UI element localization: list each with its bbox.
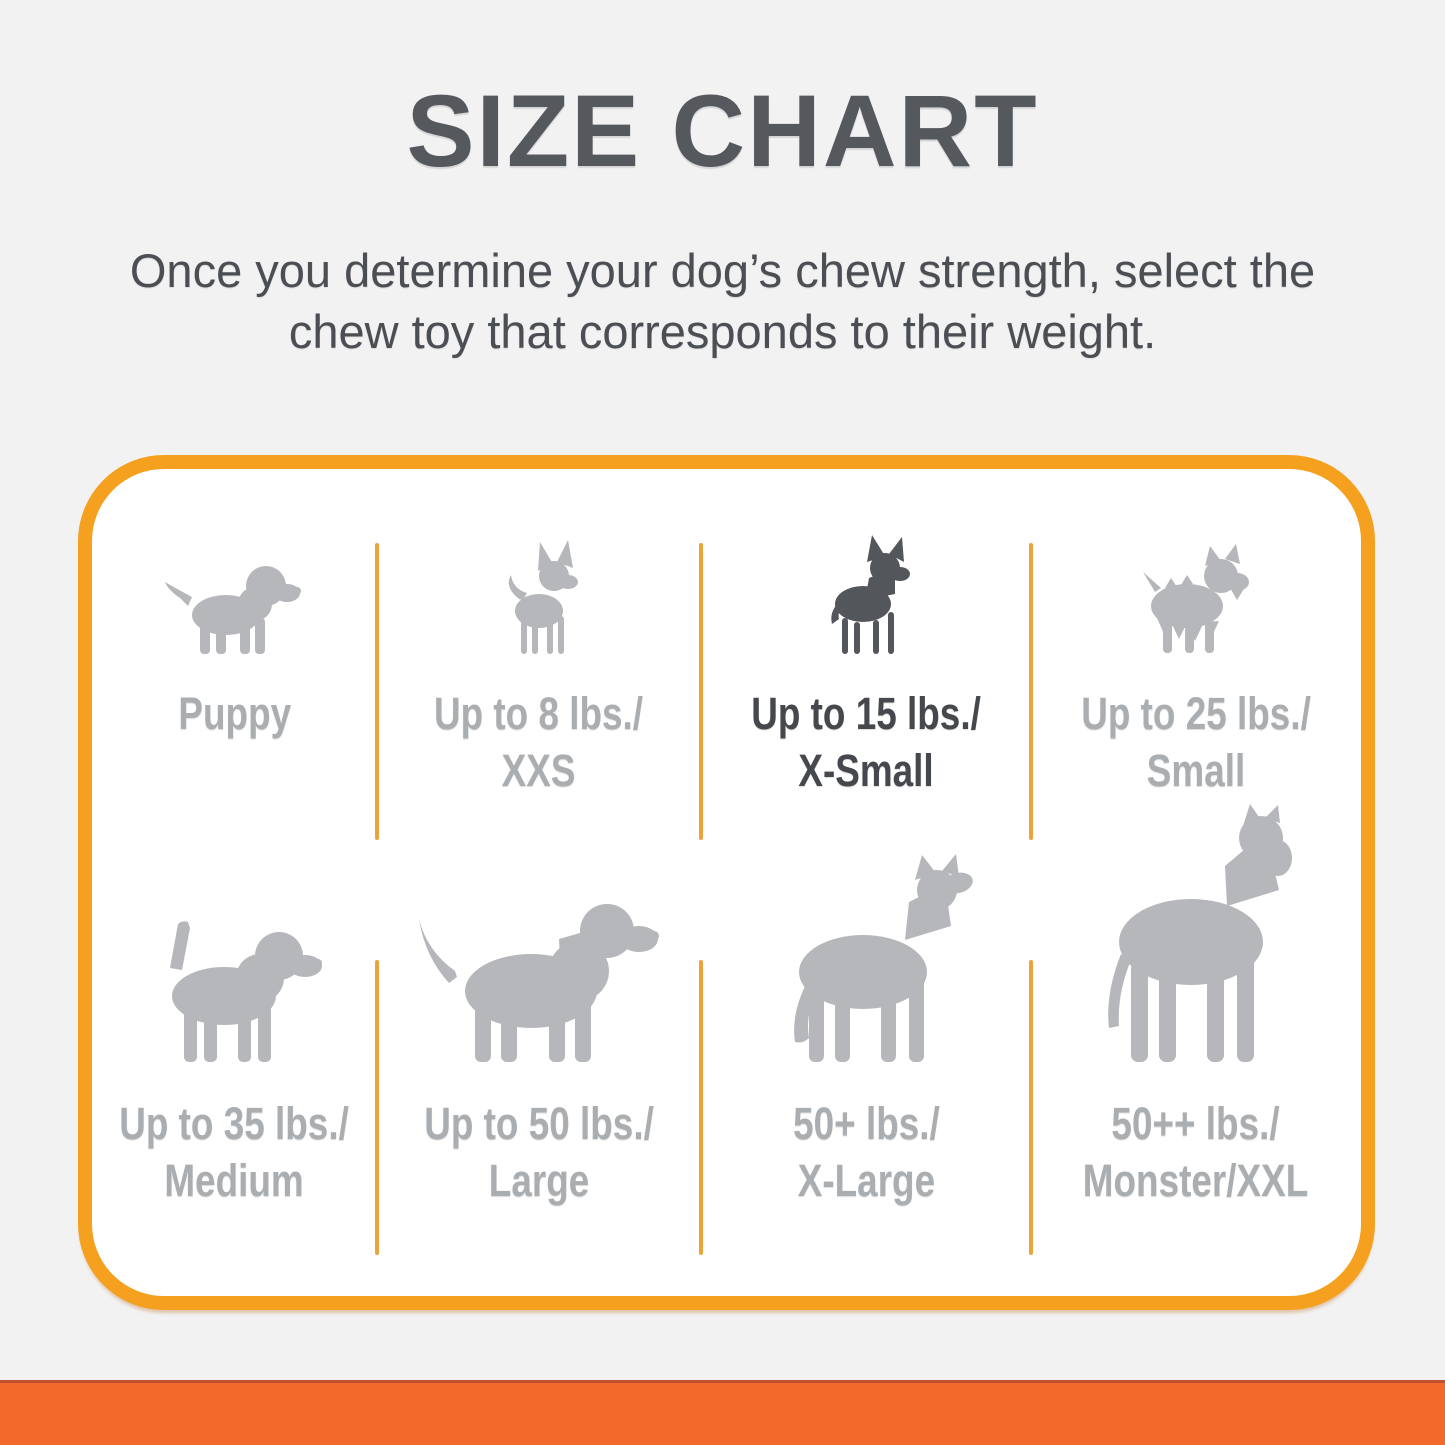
- size-cell-medium: Up to 35 lbs./ Medium: [92, 799, 377, 1209]
- size-label-line-1: Up to 25 lbs./: [1081, 688, 1311, 739]
- row2-divider-1: [375, 960, 380, 1255]
- row1-divider-2: [699, 543, 704, 840]
- size-label: 50++ lbs./ Monster/XXL: [1083, 1095, 1309, 1209]
- size-label: Up to 50 lbs./ Large: [424, 1095, 654, 1209]
- page-title: SIZE CHART: [406, 74, 1039, 188]
- size-label-line-2: Medium: [164, 1155, 305, 1206]
- size-label-line-1: Up to 8 lbs./: [434, 688, 644, 739]
- great-dane-silhouette-icon: [1107, 804, 1292, 1062]
- size-label-line-1: 50++ lbs./: [1111, 1098, 1281, 1149]
- size-label-line-1: 50+ lbs./: [792, 1098, 940, 1149]
- beagle-silhouette-icon: [170, 921, 322, 1062]
- size-cell-xsmall-selected: Up to 15 lbs./ X-Small: [701, 525, 1031, 799]
- xxs-iconbox: [492, 525, 587, 657]
- size-label-line-2: XXS: [502, 745, 576, 796]
- size-label: Up to 35 lbs./ Medium: [120, 1095, 350, 1209]
- xlarge-iconbox: [751, 799, 981, 1067]
- terrier-silhouette-icon: [1142, 544, 1249, 653]
- shepherd-silhouette-icon: [794, 854, 973, 1062]
- size-cell-small: Up to 25 lbs./ Small: [1031, 525, 1361, 799]
- row2-divider-3: [1029, 960, 1034, 1255]
- xsmall-iconbox: [809, 525, 924, 657]
- size-chart-row-1: Puppy: [92, 525, 1361, 840]
- row1-divider-1: [375, 543, 380, 840]
- footer-orange-bar: [0, 1380, 1445, 1445]
- size-cell-large: Up to 50 lbs./ Large: [377, 799, 701, 1209]
- page-subtitle: Once you determine your dog’s chew stren…: [0, 240, 1445, 362]
- row2-divider-2: [699, 960, 704, 1255]
- min-pin-silhouette-icon: [830, 535, 910, 654]
- puppy-iconbox: [160, 525, 310, 657]
- size-label-line-1: Puppy: [178, 688, 291, 739]
- size-label-line-2: X-Small: [798, 745, 934, 796]
- large-iconbox: [409, 799, 669, 1067]
- size-chart-row-2: Up to 35 lbs./ Medium: [92, 799, 1361, 1255]
- row1-divider-3: [1029, 543, 1034, 840]
- size-cell-xxs: Up to 8 lbs./ XXS: [377, 525, 701, 799]
- size-label-line-2: Monster/XXL: [1083, 1155, 1309, 1206]
- size-label-line-2: X-Large: [797, 1155, 935, 1206]
- size-label: Puppy: [178, 685, 291, 742]
- chihuahua-silhouette-icon: [508, 540, 578, 654]
- size-cell-xlarge: 50+ lbs./ X-Large: [701, 799, 1031, 1209]
- subtitle-line-1: Once you determine your dog’s chew stren…: [129, 244, 1316, 297]
- size-label-line-1: Up to 35 lbs./: [119, 1098, 350, 1149]
- subtitle-line-2: chew toy that corresponds to their weigh…: [288, 305, 1157, 359]
- size-label: Up to 25 lbs./ Small: [1081, 685, 1311, 799]
- size-label-line-2: Large: [488, 1155, 590, 1206]
- monster-iconbox: [1069, 799, 1324, 1067]
- size-label: Up to 8 lbs./ XXS: [434, 685, 643, 799]
- labrador-silhouette-icon: [419, 904, 659, 1062]
- size-label: Up to 15 lbs./ X-Small: [751, 685, 981, 799]
- size-cell-monster-xxl: 50++ lbs./ Monster/XXL: [1031, 799, 1361, 1209]
- size-label-line-1: Up to 50 lbs./: [424, 1098, 654, 1149]
- medium-iconbox: [132, 799, 337, 1067]
- small-iconbox: [1129, 525, 1264, 657]
- size-cell-puppy: Puppy: [92, 525, 377, 799]
- size-label: 50+ lbs./ X-Large: [793, 1095, 940, 1209]
- size-label-line-1: Up to 15 lbs./: [751, 688, 981, 739]
- puppy-silhouette-icon: [164, 566, 301, 654]
- size-chart-box: Puppy: [78, 455, 1375, 1310]
- size-label-line-2: Small: [1146, 745, 1246, 796]
